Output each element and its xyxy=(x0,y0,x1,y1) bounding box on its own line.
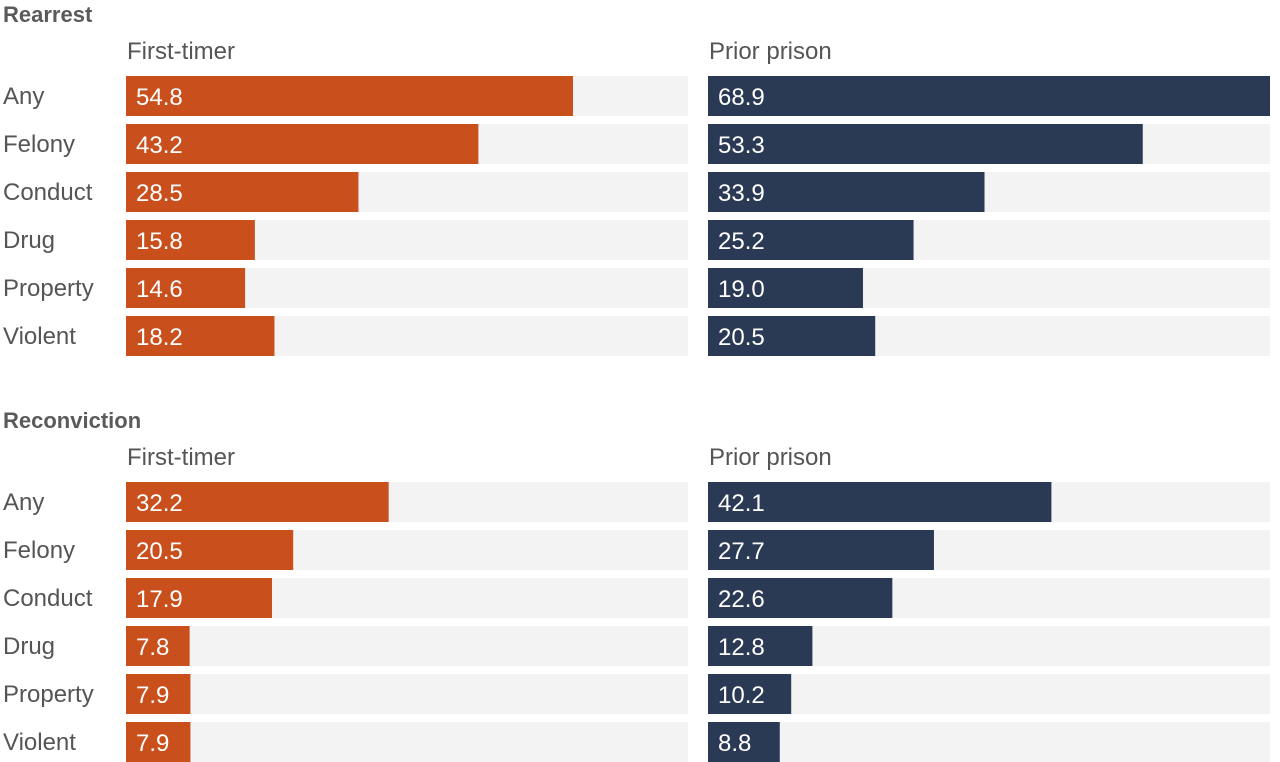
panel-title-first-timer: First-timer xyxy=(127,38,235,65)
bar-track-prior-prison-violent xyxy=(708,722,1270,762)
bar-prior-prison-conduct xyxy=(708,578,893,618)
value-label-prior-prison-conduct: 22.6 xyxy=(718,586,765,613)
bar-first-timer-property xyxy=(126,268,246,308)
category-label-felony: Felony xyxy=(3,537,75,564)
value-label-first-timer-drug: 15.8 xyxy=(136,228,183,255)
bar-prior-prison-felony xyxy=(708,124,1143,164)
bar-first-timer-drug xyxy=(126,220,255,260)
bar-first-timer-conduct xyxy=(126,578,273,618)
value-label-prior-prison-property: 10.2 xyxy=(718,682,765,709)
bar-first-timer-felony xyxy=(126,530,294,570)
bar-prior-prison-conduct xyxy=(708,172,985,212)
bar-track-prior-prison-property xyxy=(708,674,1270,714)
category-label-any: Any xyxy=(3,489,44,516)
category-label-conduct: Conduct xyxy=(3,585,93,612)
value-label-prior-prison-conduct: 33.9 xyxy=(718,180,765,207)
bar-prior-prison-any xyxy=(708,482,1052,522)
category-label-any: Any xyxy=(3,83,44,110)
value-label-first-timer-any: 32.2 xyxy=(136,490,183,517)
value-label-first-timer-any: 54.8 xyxy=(136,84,183,111)
bar-first-timer-any xyxy=(126,482,389,522)
bar-prior-prison-property xyxy=(708,268,863,308)
value-label-first-timer-conduct: 28.5 xyxy=(136,180,183,207)
category-label-violent: Violent xyxy=(3,323,76,350)
value-label-prior-prison-felony: 27.7 xyxy=(718,538,765,565)
value-label-prior-prison-drug: 12.8 xyxy=(718,634,765,661)
value-label-first-timer-violent: 7.9 xyxy=(136,730,169,757)
category-label-violent: Violent xyxy=(3,729,76,756)
category-label-felony: Felony xyxy=(3,131,75,158)
value-label-prior-prison-any: 68.9 xyxy=(718,84,765,111)
bar-first-timer-any xyxy=(126,76,573,116)
value-label-first-timer-drug: 7.8 xyxy=(136,634,169,661)
bar-prior-prison-drug xyxy=(708,220,914,260)
bar-track-first-timer-violent xyxy=(126,722,688,762)
bar-track-first-timer-property xyxy=(126,674,688,714)
panel-title-prior-prison: Prior prison xyxy=(709,38,832,65)
bar-prior-prison-property xyxy=(708,674,792,714)
category-label-property: Property xyxy=(3,275,94,302)
section-title-reconviction: Reconviction xyxy=(3,408,141,433)
section-title-rearrest: Rearrest xyxy=(3,2,93,27)
bar-first-timer-drug xyxy=(126,626,190,666)
value-label-prior-prison-drug: 25.2 xyxy=(718,228,765,255)
bar-first-timer-property xyxy=(126,674,191,714)
value-label-first-timer-conduct: 17.9 xyxy=(136,586,183,613)
category-label-drug: Drug xyxy=(3,633,55,660)
category-label-property: Property xyxy=(3,681,94,708)
value-label-prior-prison-violent: 20.5 xyxy=(718,324,765,351)
bar-prior-prison-any xyxy=(708,76,1270,116)
panel-title-first-timer: First-timer xyxy=(127,444,235,471)
value-label-first-timer-violent: 18.2 xyxy=(136,324,183,351)
bar-first-timer-violent xyxy=(126,316,275,356)
value-label-first-timer-property: 14.6 xyxy=(136,276,183,303)
value-label-prior-prison-felony: 53.3 xyxy=(718,132,765,159)
value-label-first-timer-felony: 43.2 xyxy=(136,132,183,159)
value-label-first-timer-felony: 20.5 xyxy=(136,538,183,565)
bar-first-timer-conduct xyxy=(126,172,359,212)
value-label-prior-prison-any: 42.1 xyxy=(718,490,765,517)
bar-prior-prison-violent xyxy=(708,722,780,762)
bar-prior-prison-violent xyxy=(708,316,876,356)
bar-first-timer-violent xyxy=(126,722,191,762)
bar-prior-prison-drug xyxy=(708,626,813,666)
bar-track-first-timer-drug xyxy=(126,626,688,666)
value-label-prior-prison-property: 19.0 xyxy=(718,276,765,303)
category-label-drug: Drug xyxy=(3,227,55,254)
value-label-first-timer-property: 7.9 xyxy=(136,682,169,709)
panel-title-prior-prison: Prior prison xyxy=(709,444,832,471)
value-label-prior-prison-violent: 8.8 xyxy=(718,730,751,757)
bar-first-timer-felony xyxy=(126,124,479,164)
category-label-conduct: Conduct xyxy=(3,179,93,206)
bar-prior-prison-felony xyxy=(708,530,934,570)
